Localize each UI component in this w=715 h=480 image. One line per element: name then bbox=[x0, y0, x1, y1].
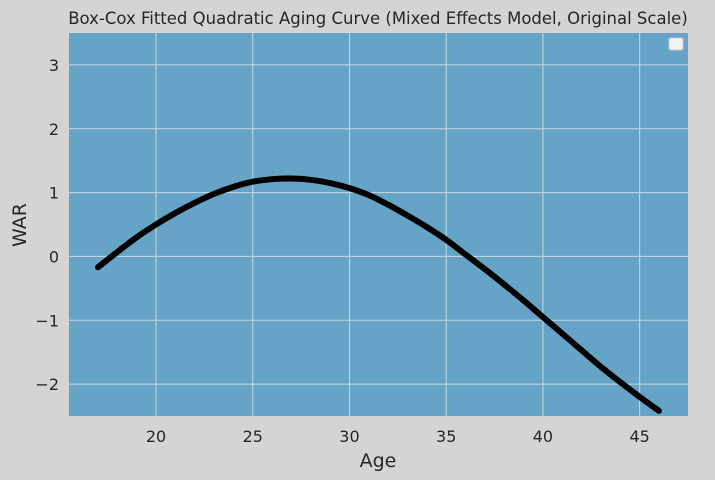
y-tick-label: 3 bbox=[49, 56, 59, 75]
x-tick-label: 40 bbox=[533, 427, 553, 446]
y-axis-label: WAR bbox=[9, 203, 31, 247]
x-tick-label: 25 bbox=[243, 427, 263, 446]
y-tick-label: 2 bbox=[49, 120, 59, 139]
y-tick-label: −2 bbox=[35, 375, 59, 394]
x-axis-ticks: 20 25 30 35 40 45 bbox=[146, 427, 650, 446]
y-tick-label: 1 bbox=[49, 184, 59, 203]
grid bbox=[69, 33, 688, 416]
y-tick-label: −1 bbox=[35, 311, 59, 330]
series-line bbox=[95, 175, 662, 414]
x-axis-label: Age bbox=[360, 450, 397, 472]
chart-title: Box-Cox Fitted Quadratic Aging Curve (Mi… bbox=[68, 9, 688, 28]
x-tick-label: 20 bbox=[146, 427, 166, 446]
x-tick-label: 35 bbox=[436, 427, 456, 446]
x-tick-label: 45 bbox=[629, 427, 649, 446]
y-tick-label: 0 bbox=[49, 247, 59, 266]
legend-box bbox=[668, 37, 684, 51]
y-axis-ticks: −2 −1 0 1 2 3 bbox=[35, 56, 59, 394]
x-tick-label: 30 bbox=[339, 427, 359, 446]
